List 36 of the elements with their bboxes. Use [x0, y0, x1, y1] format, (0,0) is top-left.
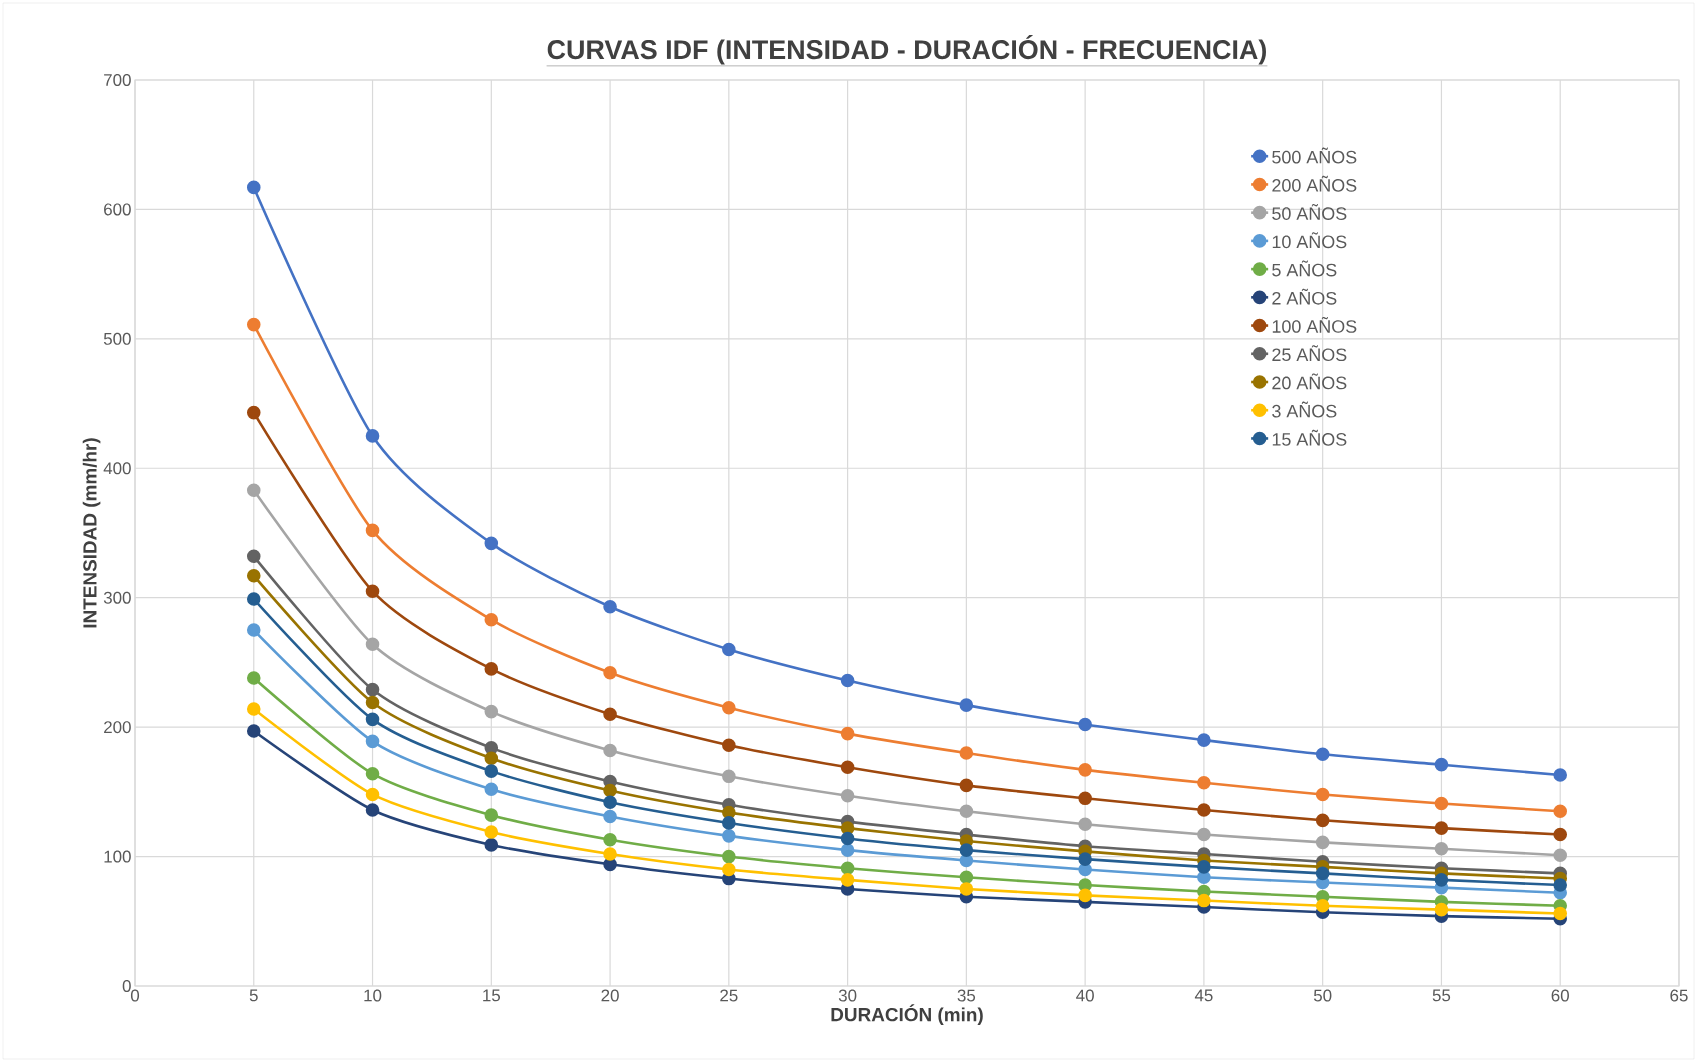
x-tick-label: 5 — [249, 989, 258, 1002]
y-tick-label: 300 — [103, 591, 131, 604]
legend-label: 100 AÑOS — [1272, 316, 1357, 333]
x-tick-label: 35 — [957, 989, 976, 1002]
y-tick-label: 500 — [103, 332, 131, 345]
legend-label: 10 AÑOS — [1272, 232, 1347, 249]
legend-label: 3 AÑOS — [1272, 401, 1337, 418]
y-tick-label: 0 — [122, 980, 131, 992]
x-tick-label: 45 — [1194, 989, 1213, 1002]
x-tick-label: 10 — [364, 989, 382, 1002]
x-tick-label: 55 — [1432, 989, 1451, 1002]
legend-label: 2 AÑOS — [1272, 288, 1337, 305]
legend-label: 500 AÑOS — [1272, 147, 1357, 164]
x-tick-label: 50 — [1313, 989, 1332, 1002]
x-tick-label: 0 — [130, 989, 140, 1002]
y-tick-label: 600 — [104, 203, 131, 216]
legend-label: 25 AÑOS — [1272, 345, 1347, 362]
chart-title: CURVAS IDF (INTENSIDAD - DURACIÓN - FRECUENCIA) — [547, 35, 1266, 65]
x-tick-label: 20 — [601, 989, 619, 1002]
legend-label: 20 AÑOS — [1272, 373, 1347, 390]
x-tick-label: 40 — [1076, 989, 1094, 1002]
y-tick-label: 400 — [103, 462, 131, 475]
x-tick-label: 30 — [838, 989, 857, 1002]
legend-label: 5 AÑOS — [1272, 260, 1337, 277]
y-axis-title: INTENSIDAD (mm/hr) — [82, 438, 101, 628]
y-tick-label: 700 — [104, 73, 131, 86]
y-tick-label: 200 — [104, 721, 131, 734]
x-axis-title: DURACIÓN (min) — [831, 1004, 983, 1026]
x-tick-label: 60 — [1551, 989, 1569, 1002]
y-tick-label: 100 — [104, 850, 131, 863]
x-tick-label: 65 — [1670, 989, 1688, 1002]
legend-label: 200 AÑOS — [1272, 175, 1357, 192]
x-tick-label: 15 — [483, 989, 500, 1002]
x-tick-label: 25 — [720, 989, 738, 1002]
legend-label: 50 AÑOS — [1272, 204, 1347, 220]
legend-label: 15 AÑOS — [1272, 429, 1347, 446]
